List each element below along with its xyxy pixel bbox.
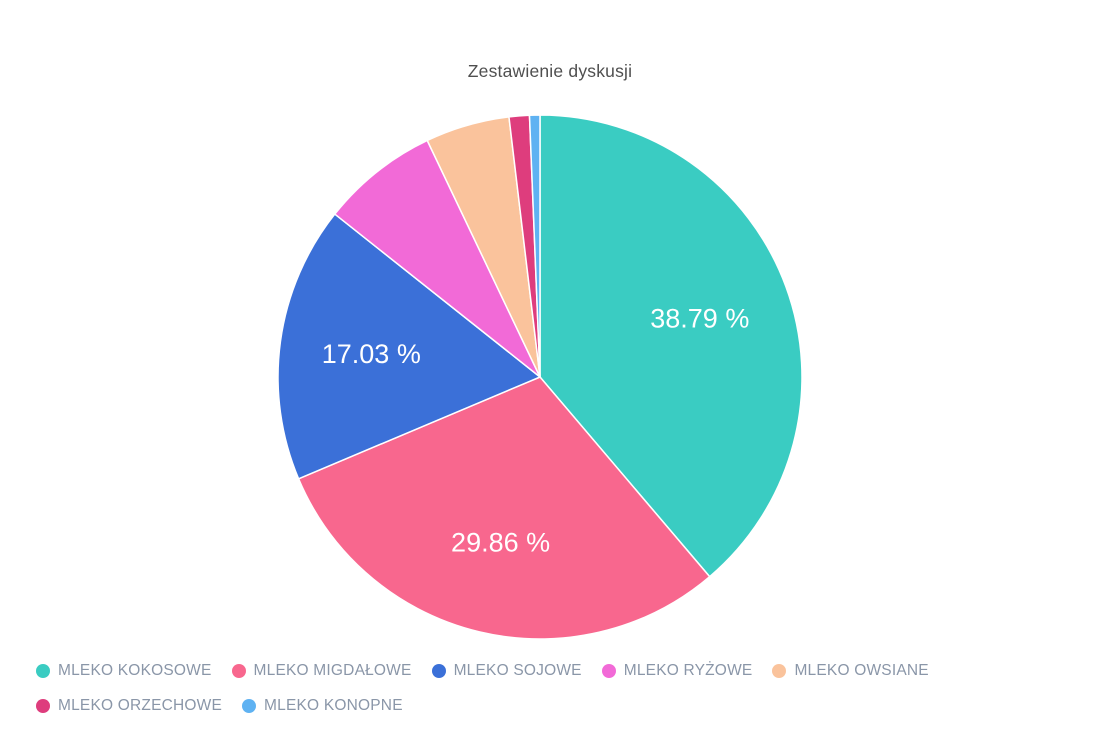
- slice-percent-label-1: 29.86 %: [451, 528, 550, 558]
- legend-item-0[interactable]: MLEKO KOKOSOWE: [36, 660, 212, 682]
- legend-dot-icon: [231, 664, 246, 678]
- pie-slice-2[interactable]: [277, 213, 541, 480]
- legend-label: MLEKO ORZECHOWE: [58, 697, 223, 714]
- legend-label: MLEKO SOJOWE: [453, 662, 582, 679]
- legend: MLEKO KOKOSOWE MLEKO MIGDAŁOWE MLEKO SOJOW…: [36, 660, 1066, 717]
- legend-dot-icon: [242, 699, 257, 713]
- legend-item-3[interactable]: MLEKO RYŻOWE: [601, 660, 753, 682]
- legend-dot-icon: [36, 664, 50, 678]
- pie-slice-0[interactable]: [539, 114, 803, 578]
- pie-slice-1[interactable]: [297, 376, 711, 640]
- legend-dot-icon: [772, 664, 787, 678]
- slice-percent-label-2: 17.03 %: [322, 339, 421, 369]
- legend-label: MLEKO KONOPNE: [264, 697, 403, 714]
- legend-item-1[interactable]: MLEKO MIGDAŁOWE: [231, 660, 412, 682]
- legend-item-5[interactable]: MLEKO ORZECHOWE: [36, 695, 222, 717]
- legend-dot-icon: [601, 664, 616, 678]
- legend-dot-icon: [431, 664, 446, 678]
- legend-item-2[interactable]: MLEKO SOJOWE: [431, 660, 582, 682]
- pie-slice-6[interactable]: [528, 114, 541, 378]
- legend-dot-icon: [36, 699, 50, 713]
- legend-label: MLEKO KOKOSOWE: [58, 662, 212, 679]
- legend-item-6[interactable]: MLEKO KONOPNE: [242, 695, 403, 717]
- legend-item-4[interactable]: MLEKO OWSIANE: [772, 660, 929, 682]
- legend-label: MLEKO RYŻOWE: [623, 662, 753, 679]
- legend-label: MLEKO MIGDAŁOWE: [253, 662, 412, 679]
- slice-percent-label-0: 38.79 %: [650, 303, 749, 333]
- chart-title: Zestawienie dyskusji: [467, 61, 633, 81]
- pie-slice-3[interactable]: [334, 139, 541, 378]
- legend-label: MLEKO OWSIANE: [794, 662, 929, 679]
